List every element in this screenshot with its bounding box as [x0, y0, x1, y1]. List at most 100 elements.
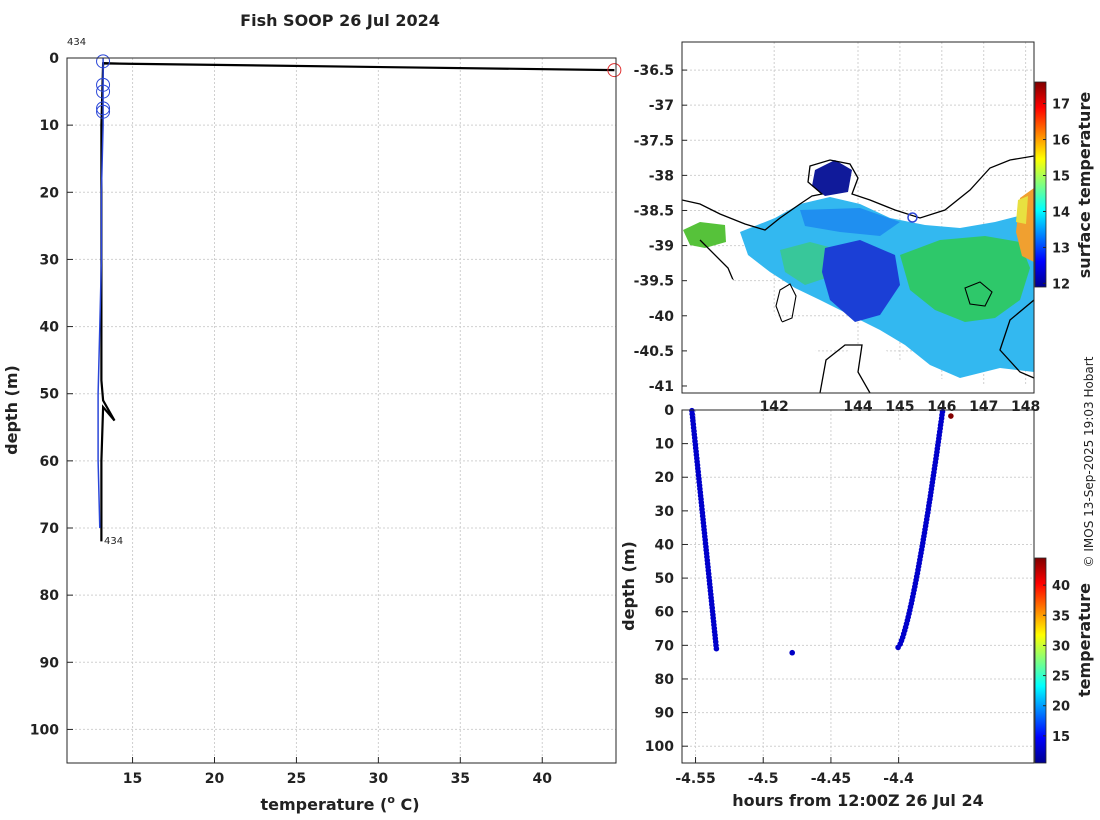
- scatter-ytick-label: 70: [655, 638, 675, 654]
- map-ticks: 142 144 145 146 147 148 -36.5 -37 -37.5 -38 -38.5 -…: [634, 63, 1041, 415]
- map-ship-marker: [907, 212, 918, 223]
- map-colorbar-ticks: 12 13 14 15 16 17: [1043, 98, 1070, 292]
- profile-ytick-label: 30: [40, 252, 60, 268]
- map-colorbar-tick-label: 15: [1052, 170, 1070, 185]
- profile-xtick-label: 25: [287, 771, 306, 787]
- map-xtick-label: 146: [927, 399, 956, 415]
- profile-ytick-label: 20: [40, 185, 60, 201]
- island-flinders: [964, 281, 993, 307]
- scatter-colorbar-tick-label: 25: [1052, 670, 1070, 685]
- map-ytick-label: -39.5: [634, 274, 674, 290]
- scatter-xtick-label: -4.4: [883, 771, 914, 787]
- profile-cast-black-line: [100, 62, 615, 542]
- scatter-colorbar-tick-label: 30: [1052, 639, 1070, 654]
- scatter-ytick-label: 0: [664, 403, 674, 419]
- profile-ytick-label: 10: [40, 118, 60, 134]
- coastline-east-tas: [999, 299, 1034, 379]
- profile-series: [96, 54, 622, 542]
- profile-annotation-bottom: 434: [104, 536, 123, 547]
- map-ytick-label: -41: [649, 379, 674, 395]
- profile-ytick-label: 80: [40, 588, 60, 604]
- scatter-colorbar: [1034, 557, 1047, 764]
- sst-field-yellow-east: [1016, 196, 1028, 224]
- profile-xtick-label: 35: [451, 771, 470, 787]
- scatter-colorbar-tick-label: 15: [1052, 730, 1070, 745]
- sst-field-deepblue: [822, 240, 900, 322]
- profile-ytick-label: 40: [40, 320, 60, 336]
- map-xtick-label: 145: [885, 399, 914, 415]
- scatter-xtick-label: -4.45: [811, 771, 851, 787]
- scatter-ytick-label: 60: [655, 605, 675, 621]
- profile-xtick-label: 40: [533, 771, 553, 787]
- scatter-ytick-label: 50: [655, 571, 675, 587]
- map-ytick-label: -39: [649, 239, 674, 255]
- map-xtick-label: 144: [843, 399, 872, 415]
- map-colorbar-tick-label: 17: [1052, 98, 1070, 113]
- scatter-ytick-label: 30: [655, 504, 675, 520]
- scatter-colorbar-tick-label: 20: [1052, 700, 1070, 715]
- profile-ticks: 15 20 25 30 35 40 0 10 20 30 40 50 60 70 80 90 100: [30, 51, 552, 787]
- profile-xtick-label: 15: [123, 771, 142, 787]
- map-colorbar-label: surface temperature: [1075, 92, 1094, 279]
- scatter-ylabel: depth (m): [619, 541, 638, 631]
- profile-xlabel-tail: C): [395, 795, 420, 814]
- profile-xlabel-super: o: [387, 793, 395, 806]
- scatter-xtick-label: -4.5: [748, 771, 779, 787]
- scatter-ytick-label: 20: [655, 470, 675, 486]
- profile-grid: [67, 57, 616, 763]
- profile-ytick-label: 100: [30, 722, 59, 738]
- scatter-colorbar-label: temperature: [1075, 583, 1094, 697]
- map-content: [682, 155, 1034, 393]
- scatter-ytick-label: 10: [655, 437, 675, 453]
- profile-ytick-label: 70: [40, 521, 60, 537]
- scatter-descent-point: [713, 645, 720, 652]
- scatter-ticks: -4.55 -4.5 -4.45 -4.4 0 10 20 30 40 50 60 70 80 90 100: [645, 403, 914, 787]
- profile-ytick-label: 50: [40, 387, 60, 403]
- map-ytick-label: -38.5: [634, 203, 674, 219]
- profile-red-marker-point: [607, 63, 622, 78]
- scatter-extra-point: [948, 413, 954, 419]
- map-xtick-label: 148: [1011, 399, 1040, 415]
- sst-field-blue-band: [800, 208, 900, 236]
- profile-xlabel-head: temperature (: [260, 795, 387, 814]
- map-ytick-label: -40: [649, 309, 675, 325]
- scatter-colorbar-ticks: 15 20 25 30 35 40: [1043, 579, 1070, 745]
- scatter-ytick-label: 90: [655, 706, 675, 722]
- profile-ytick-label: 90: [40, 655, 60, 671]
- map-colorbar-tick-label: 12: [1052, 277, 1070, 292]
- scatter-axes-box: [681, 409, 1035, 764]
- profile-blue-markers-point: [96, 101, 111, 116]
- scatter-ytick-label: 100: [645, 739, 674, 755]
- imos-credit: © IMOS 13-Sep-2025 19:03 Hobart: [1082, 356, 1096, 567]
- map-axes-box: [681, 41, 1035, 394]
- sst-field-bay: [812, 160, 852, 196]
- profile-annotation-top: 434: [67, 37, 86, 48]
- profile-ylabel: depth (m): [2, 365, 21, 455]
- coastline-mainland: [682, 155, 1034, 231]
- map-colorbar: [1034, 81, 1047, 288]
- scatter-points: [689, 407, 954, 656]
- profile-ytick-label: 60: [40, 454, 60, 470]
- profile-blue-markers-point: [96, 84, 111, 99]
- profile-title: Fish SOOP 26 Jul 2024: [240, 11, 440, 30]
- map-colorbar-tick-label: 13: [1052, 241, 1070, 256]
- scatter-colorbar-tick-label: 35: [1052, 609, 1070, 624]
- map-colorbar-tick-label: 16: [1052, 134, 1070, 149]
- profile-ytick-label: 0: [49, 51, 59, 67]
- map-ytick-label: -36.5: [634, 63, 674, 79]
- map-ytick-label: -38: [649, 168, 674, 184]
- scatter-grid: [682, 409, 1034, 763]
- profile-xtick-label: 20: [205, 771, 225, 787]
- profile-blue-markers-point: [96, 104, 111, 119]
- profile-axes-box: [66, 57, 617, 764]
- profile-cast-blue-line: [97, 58, 104, 529]
- scatter-ytick-label: 80: [655, 672, 675, 688]
- coastline-south-tas: [819, 344, 871, 393]
- sst-field-green: [900, 236, 1030, 322]
- map-colorbar-tick-label: 14: [1052, 205, 1070, 220]
- profile-xlabel: temperature (o C): [260, 793, 419, 814]
- island-king: [775, 283, 797, 323]
- map-ytick-label: -37.5: [634, 133, 674, 149]
- profile-blue-markers-point: [96, 54, 111, 69]
